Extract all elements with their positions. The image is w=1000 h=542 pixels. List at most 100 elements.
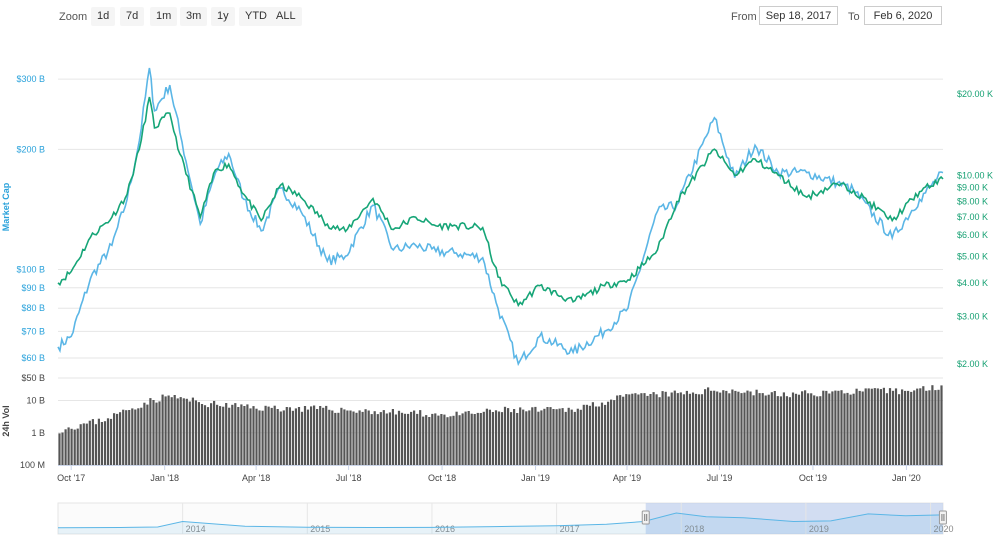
volume-bar [210, 403, 213, 465]
volume-bar [891, 390, 895, 465]
zoom-1y-button[interactable]: 1y [211, 7, 235, 26]
volume-bar [919, 388, 922, 465]
volume-bar [103, 421, 107, 465]
volume-bar [855, 388, 858, 465]
volume-bar [561, 408, 564, 465]
volume-bar [888, 388, 892, 465]
price-lines [57, 67, 944, 367]
volume-bar [349, 410, 352, 465]
volume-bar [449, 416, 452, 465]
volume-bar [94, 424, 97, 465]
volume-bar [773, 391, 776, 465]
navigator-tick-label: 2015 [310, 524, 330, 534]
volume-bar [834, 390, 837, 465]
zoom-7d-button[interactable]: 7d [120, 7, 145, 26]
volume-bar [507, 408, 510, 465]
zoom-label: Zoom [59, 11, 88, 23]
navigator-area [58, 513, 943, 534]
volume-bar [522, 409, 525, 465]
volume-bar [637, 394, 640, 465]
navigator-tick-label: 2014 [186, 524, 206, 534]
navigator-right-handle[interactable] [938, 510, 947, 525]
volume-bar [716, 391, 719, 465]
volume-bar [261, 410, 264, 465]
volume-bar [673, 390, 676, 465]
zoom-all-button[interactable]: ALL [270, 7, 302, 26]
volume-tick-label: 1 B [31, 428, 45, 438]
to-date-input[interactable] [864, 6, 942, 25]
volume-bar [540, 410, 543, 465]
volume-bar [249, 408, 252, 465]
volume-bar [176, 398, 179, 465]
volume-bar [497, 411, 501, 465]
right-tick-label: $5.00 K [957, 252, 988, 262]
volume-bar [79, 424, 82, 465]
volume-bar [534, 406, 537, 465]
volume-bar [537, 411, 540, 465]
zoom-ytd-button[interactable]: YTD [239, 7, 273, 26]
zoom-1d-button[interactable]: 1d [91, 7, 116, 26]
volume-bar [343, 409, 346, 465]
volume-bar [819, 396, 822, 465]
volume-bar [403, 413, 407, 465]
volume-bar [894, 388, 898, 465]
volume-bar [252, 406, 255, 465]
volume-bar [643, 393, 646, 465]
volume-bar [646, 395, 649, 465]
volume-bar [361, 411, 364, 465]
volume-bar [479, 413, 482, 465]
volume-bar [791, 392, 795, 465]
volume-bar [558, 408, 561, 465]
volume-bar [628, 394, 631, 465]
volume-bar [88, 420, 91, 465]
volume-bar [691, 392, 695, 465]
volume-bar [306, 409, 310, 465]
left-tick-label: $60 B [21, 353, 45, 363]
volume-bar [125, 410, 128, 465]
left-tick-label: $70 B [21, 326, 45, 336]
volume-bar [852, 393, 855, 465]
volume-bar [431, 413, 434, 465]
volume-bar [179, 397, 182, 465]
volume-bar [458, 415, 461, 465]
volume-bar [704, 389, 707, 465]
zoom-3m-button[interactable]: 3m [180, 7, 208, 26]
zoom-1m-button[interactable]: 1m [150, 7, 178, 26]
volume-bar [476, 412, 479, 465]
navigator-left-handle[interactable] [641, 510, 650, 525]
volume-bar [288, 407, 291, 465]
volume-bar [467, 411, 470, 465]
volume-bar [931, 385, 934, 465]
left-tick-label: $300 B [16, 74, 45, 84]
price-line [57, 96, 944, 308]
from-date-input[interactable] [759, 6, 838, 25]
volume-bar [582, 404, 585, 465]
volume-bar [876, 388, 879, 465]
volume-bar [313, 405, 316, 465]
volume-bar [667, 396, 670, 465]
volume-bar [149, 398, 152, 465]
volume-bar [173, 395, 176, 465]
volume-bar [76, 428, 79, 465]
x-tick-label: Oct '18 [428, 473, 456, 483]
volume-bar [140, 407, 143, 465]
volume-bar [846, 392, 849, 465]
x-tick-label: Oct '17 [57, 473, 85, 483]
volume-bar [749, 391, 752, 465]
x-tick-label: Jan '20 [892, 473, 921, 483]
volume-bar [331, 410, 334, 465]
volume-bar [555, 409, 558, 465]
time-axis: Oct '17 Jan '18 Apr '18 Jul '18 Oct '18 Jan '… [57, 465, 943, 483]
volume-bar [858, 390, 861, 465]
navigator-tick-label: 2017 [560, 524, 580, 534]
volume-bar [822, 390, 825, 465]
volume-bar [861, 391, 864, 465]
volume-axis-title: 24h Vol [1, 405, 11, 436]
volume-bar [937, 389, 940, 465]
volume-bar [167, 395, 170, 465]
volume-bar [270, 407, 273, 465]
volume-bar [913, 390, 916, 465]
volume-bar [597, 406, 601, 465]
navigator[interactable]: 2014 2015 2016 2017 2018 2019 2020 [57, 502, 954, 535]
volume-bar [573, 411, 576, 465]
